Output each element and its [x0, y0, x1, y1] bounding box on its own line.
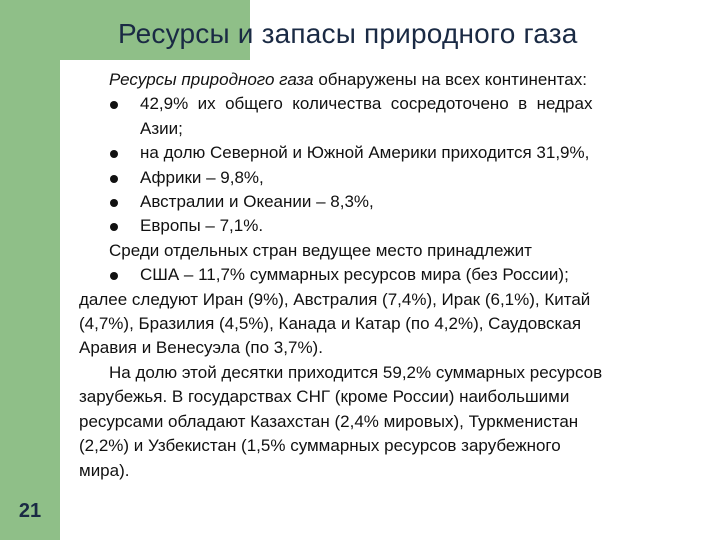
bullet-icon [110, 199, 118, 208]
bullet-continuation: Азии; [140, 118, 183, 138]
paragraph-line: далее следуют Иран (9%), Австралия (7,4%… [79, 289, 591, 309]
list-item: 42,9% их общего количества сосредоточено… [79, 92, 687, 116]
intro-line: Ресурсы природного газа обнаружены на вс… [79, 68, 687, 92]
bullet-text: Африки – 9,8%, [140, 167, 264, 187]
intro-italic: Ресурсы природного газа [109, 70, 314, 89]
intro-rest: обнаружены на всех континентах: [313, 70, 587, 89]
paragraph-line: На долю этой десятки приходится 59,2% су… [109, 362, 603, 382]
paragraph-line: зарубежья. В государствах СНГ (кроме Рос… [79, 387, 570, 407]
bullet-icon [110, 174, 118, 183]
list-item: Австралии и Океании – 8,3%, [79, 190, 687, 214]
header-band [60, 0, 250, 60]
bullet-text: 42,9% их общего количества сосредоточено… [140, 94, 593, 114]
bullet-text: Австралии и Океании – 8,3%, [140, 192, 374, 212]
bullet-text: США – 11,7% суммарных ресурсов мира (без… [140, 265, 569, 285]
countries-lead: Среди отдельных стран ведущее место прин… [109, 240, 532, 260]
paragraph-line: (2,2%) и Узбекистан (1,5% суммарных ресу… [79, 436, 561, 456]
bullet-text: на долю Северной и Южной Америки приходи… [140, 143, 590, 163]
bullet-icon [110, 272, 118, 281]
bullet-icon [110, 101, 118, 110]
list-item: США – 11,7% суммарных ресурсов мира (без… [79, 263, 687, 287]
slide-body: Ресурсы природного газа обнаружены на вс… [79, 68, 687, 483]
page-number: 21 [18, 500, 42, 522]
bullet-text: Европы – 7,1%. [140, 216, 264, 236]
sidebar-decoration [0, 0, 60, 540]
paragraph-line: мира). [79, 460, 130, 480]
paragraph-line: Аравия и Венесуэла (по 3,7%). [79, 338, 323, 358]
list-item: Африки – 9,8%, [79, 166, 687, 190]
paragraph-line: ресурсами обладают Казахстан (2,4% миров… [79, 411, 579, 431]
page-title: Ресурсы и запасы природного газа [118, 18, 578, 49]
list-item: Европы – 7,1%. [79, 214, 687, 238]
bullet-icon [110, 150, 118, 159]
paragraph-line: (4,7%), Бразилия (4,5%), Канада и Катар … [79, 314, 582, 334]
list-item: на долю Северной и Южной Америки приходи… [79, 141, 687, 165]
bullet-icon [110, 223, 118, 232]
